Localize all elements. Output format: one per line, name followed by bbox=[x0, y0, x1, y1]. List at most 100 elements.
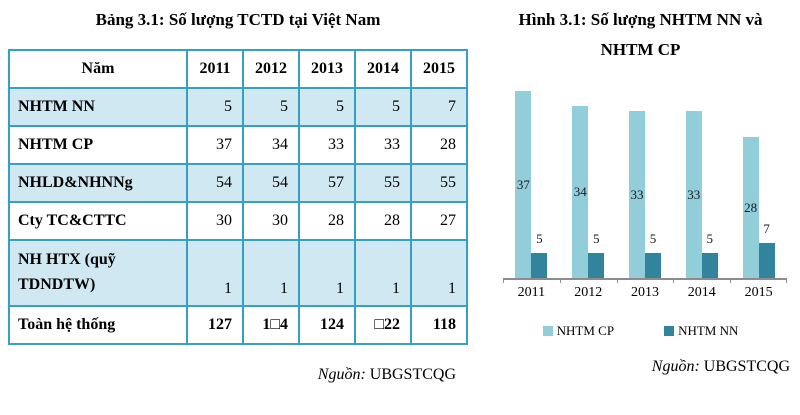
bar-nhtm-nn: 5 bbox=[531, 231, 548, 278]
value-cell: 33 bbox=[298, 125, 356, 165]
value-cell: 5 bbox=[354, 87, 412, 127]
value-cell: 5 bbox=[242, 87, 300, 127]
row-label-cell: Toàn hệ thống bbox=[8, 305, 188, 345]
chart-bar-group: 37 5 bbox=[503, 86, 560, 278]
value-cell: 1 bbox=[242, 239, 300, 307]
row-label-cell: NHLD&NHNNg bbox=[8, 163, 188, 203]
table-row: Toàn hệ thống 127 1□4 124 □22 118 bbox=[8, 305, 468, 345]
table-header-row: Năm 2011 2012 2013 2014 2015 bbox=[8, 49, 468, 89]
chart-title-line1: Hình 3.1: Số lượng NHTM NN và bbox=[518, 10, 763, 29]
label-header-cell: Năm bbox=[8, 49, 188, 89]
value-cell: 1 bbox=[298, 239, 356, 307]
year-header-cell: 2011 bbox=[186, 49, 244, 89]
row-label-cell: NHTM NN bbox=[8, 87, 188, 127]
value-cell: 1 bbox=[186, 239, 244, 307]
chart-plot: 37 5 34 5 33 5 33 5 28 7 bbox=[503, 86, 787, 278]
value-cell: 27 bbox=[410, 201, 468, 241]
bar-nhtm-nn: 7 bbox=[758, 221, 775, 278]
source-label: Nguồn: bbox=[651, 358, 700, 375]
bar-nhtm-cp: 34 bbox=[572, 106, 589, 278]
bar-nhtm-nn: 5 bbox=[588, 231, 605, 278]
category-labels: 2011 2012 2013 2014 2015 bbox=[503, 285, 787, 301]
table-row: NHTM CP 37 34 33 33 28 bbox=[8, 125, 468, 165]
value-cell: 1 bbox=[410, 239, 468, 307]
value-cell: 1□4 bbox=[242, 305, 300, 345]
x-axis bbox=[503, 278, 787, 283]
legend-item: NHTM CP bbox=[542, 323, 615, 339]
value-cell: 57 bbox=[298, 163, 356, 203]
axis-tick bbox=[503, 280, 560, 283]
bar-nhtm-nn: 5 bbox=[701, 231, 718, 278]
legend-item: NHTM NN bbox=[664, 323, 738, 339]
row-label: NHTM CP bbox=[18, 136, 94, 153]
value-cell: 55 bbox=[410, 163, 468, 203]
chart-panel: Hình 3.1: Số lượng NHTM NN và NHTM CP 37… bbox=[481, 0, 800, 415]
value-cell: 5 bbox=[298, 87, 356, 127]
value-cell: 5 bbox=[186, 87, 244, 127]
chart-bar-group: 33 5 bbox=[617, 86, 674, 278]
bar-value-label: 5 bbox=[536, 231, 543, 246]
value-cell: 124 bbox=[298, 305, 356, 345]
axis-tick bbox=[673, 280, 730, 283]
category-label: 2011 bbox=[517, 285, 546, 300]
year-header-cell: 2014 bbox=[354, 49, 412, 89]
value-cell: 28 bbox=[410, 125, 468, 165]
bar-value-label: 5 bbox=[592, 231, 600, 246]
chart-bar-group: 34 5 bbox=[560, 86, 617, 278]
row-label: NHTM NN bbox=[18, 98, 95, 115]
bar-nhtm-nn: 5 bbox=[644, 231, 661, 278]
category-label: 2013 bbox=[630, 285, 659, 300]
source-value: UBGSTCQG bbox=[703, 358, 790, 375]
value-cell: 30 bbox=[186, 201, 244, 241]
bar-value-label: 37 bbox=[516, 176, 530, 192]
table-title: Bảng 3.1: Số lượng TCTD tại Việt Nam bbox=[95, 10, 381, 29]
value-cell: 55 bbox=[354, 163, 412, 203]
table-row: Cty TC&CTTC 30 30 28 28 27 bbox=[8, 201, 468, 241]
legend-label: NHTM CP bbox=[556, 323, 615, 338]
value-cell: □22 bbox=[354, 305, 412, 345]
axis-tick bbox=[730, 280, 787, 283]
value-cell: 37 bbox=[186, 125, 244, 165]
table-row: NHTM NN 5 5 5 5 7 bbox=[8, 87, 468, 127]
year-header-cell: 2012 bbox=[242, 49, 300, 89]
value-cell: 7 bbox=[410, 87, 468, 127]
table-source-note: Nguồn: UBGSTCQG bbox=[8, 366, 468, 384]
legend: NHTM CP NHTM NN bbox=[481, 323, 800, 339]
value-cell: 33 bbox=[354, 125, 412, 165]
bar-nhtm-cp: 33 bbox=[685, 111, 702, 278]
tctd-table: Năm 2011 2012 2013 2014 2015 NHTM NN 5 5 5 5 7 NHTM … bbox=[8, 49, 468, 345]
tctd-table-body: Năm 2011 2012 2013 2014 2015 NHTM NN 5 5 5 5 7 NHTM … bbox=[8, 49, 468, 345]
value-cell: 34 bbox=[242, 125, 300, 165]
row-label-cell: NH HTX (quỹ TDNDTW) bbox=[8, 239, 188, 307]
row-label-cell: NHTM CP bbox=[8, 125, 188, 165]
value-cell: 54 bbox=[186, 163, 244, 203]
year-header-cell: 2015 bbox=[410, 49, 468, 89]
row-label: Toàn hệ thống bbox=[18, 316, 116, 333]
bar-nhtm-cp: 28 bbox=[742, 137, 759, 278]
row-label: NH HTX (quỹ TDNDTW) bbox=[18, 251, 116, 294]
value-cell: 28 bbox=[298, 201, 356, 241]
chart-title-line2: NHTM CP bbox=[600, 40, 681, 59]
bar-nhtm-cp: 33 bbox=[628, 111, 645, 278]
table-row: NHLD&NHNNg 54 54 57 55 55 bbox=[8, 163, 468, 203]
chart-bar-group: 33 5 bbox=[673, 86, 730, 278]
bar-value-label: 5 bbox=[706, 231, 714, 246]
category-label: 2015 bbox=[744, 285, 773, 300]
legend-swatch bbox=[664, 326, 675, 336]
bar-value-label: 33 bbox=[687, 186, 701, 202]
table-row: NH HTX (quỹ TDNDTW) 1 1 1 1 1 bbox=[8, 239, 468, 307]
category-label: 2012 bbox=[574, 285, 603, 300]
value-cell: 127 bbox=[186, 305, 244, 345]
axis-tick bbox=[616, 280, 674, 283]
source-value: UBGSTCQG bbox=[369, 366, 456, 383]
category-label: 2014 bbox=[687, 285, 716, 300]
bar-value-label: 33 bbox=[630, 186, 644, 202]
bar-value-label: 28 bbox=[744, 199, 758, 215]
row-label: NHLD&NHNNg bbox=[18, 174, 133, 191]
axis-tick bbox=[559, 280, 617, 283]
legend-label: NHTM NN bbox=[678, 323, 739, 338]
bar-nhtm-cp: 37 bbox=[515, 91, 532, 278]
source-label: Nguồn: bbox=[317, 366, 366, 383]
row-label: Cty TC&CTTC bbox=[18, 212, 127, 229]
